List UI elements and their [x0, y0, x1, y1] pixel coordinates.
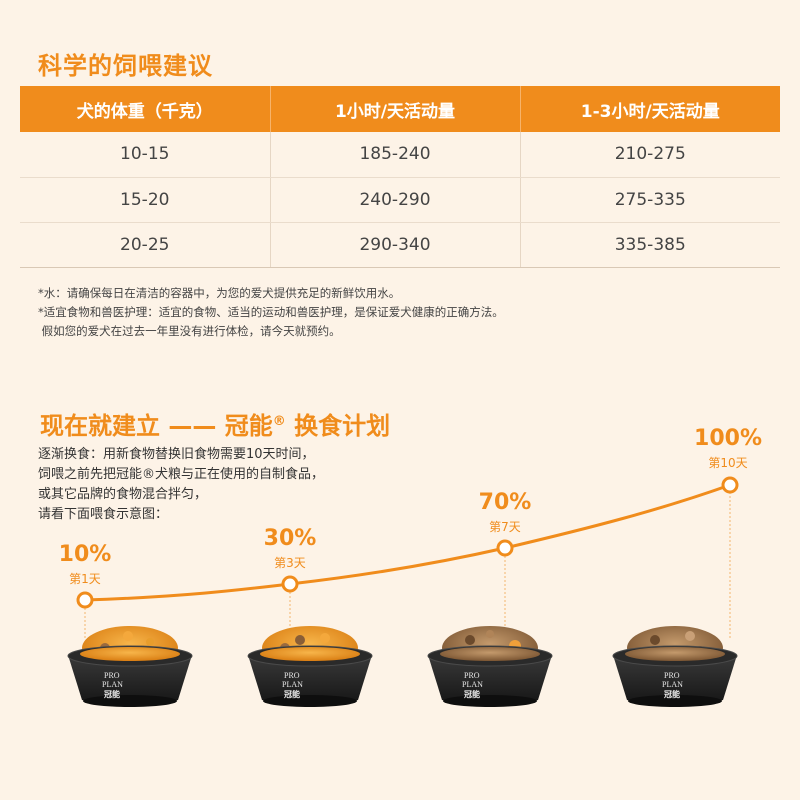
logo-plan: PLAN	[462, 680, 483, 689]
note-checkup: 假如您的爱犬在过去一年里没有进行体检，请今天就预约。	[38, 324, 341, 338]
bowl-body	[248, 655, 372, 706]
intro-line: 或其它品牌的食物混合拌匀，	[38, 487, 208, 502]
transition-intro: 逐渐换食：用新食物替换旧食物需要10天时间， 饲喂之前先把冠能®犬粮与正在使用的…	[38, 445, 324, 525]
step-day-1: 第1天	[69, 572, 101, 586]
feeding-advice-title: 科学的饲喂建议	[38, 52, 213, 80]
step-percent-3: 30%	[263, 526, 317, 551]
logo-plan: PLAN	[282, 680, 303, 689]
intro-line: 逐渐换食：用新食物替换旧食物需要10天时间，	[38, 447, 315, 462]
table-cell: 20-25	[20, 222, 270, 268]
bowl-logo: PRO PLAN 冠能	[662, 671, 683, 699]
logo-brand-cn: 冠能	[664, 689, 680, 699]
step-percent-1: 10%	[58, 542, 112, 567]
logo-plan: PLAN	[662, 680, 683, 689]
bowl-logos: PRO PLAN 冠能 PRO PLAN 冠能 PRO PLAN 冠能 PRO …	[102, 671, 683, 699]
logo-brand-cn: 冠能	[464, 689, 480, 699]
bowl-logo: PRO PLAN 冠能	[282, 671, 303, 699]
step-day-3: 第3天	[274, 556, 306, 570]
bowl-day-1	[67, 626, 193, 707]
step-day-7: 第7天	[489, 520, 521, 534]
table-cell: 185-240	[269, 132, 520, 178]
title-end: 换食计划	[285, 412, 391, 440]
table-header-row: 犬的体重（千克） 1小时/天活动量 1-3小时/天活动量	[20, 86, 780, 132]
feeding-notes: *水：请确保每日在清洁的容器中，为您的爱犬提供充足的新鲜饮用水。 *适宜食物和兽…	[38, 284, 504, 341]
logo-pro: PRO	[464, 671, 480, 680]
bowl-day-3	[247, 626, 373, 707]
marker-day-3	[281, 575, 299, 593]
bowl-day-10	[612, 626, 738, 707]
table-cell: 210-275	[519, 132, 780, 178]
bowl-day-7	[427, 626, 553, 707]
marker-day-1	[76, 591, 94, 609]
logo-brand-cn: 冠能	[284, 689, 300, 699]
marker-day-10	[721, 476, 739, 494]
logo-pro: PRO	[284, 671, 300, 680]
table-cell: 240-290	[269, 177, 520, 223]
logo-plan: PLAN	[102, 680, 123, 689]
table-row: 20-25 290-340 335-385	[20, 222, 780, 268]
logo-pro: PRO	[664, 671, 680, 680]
feeding-table: 犬的体重（千克） 1小时/天活动量 1-3小时/天活动量 10-15 185-2…	[20, 86, 780, 268]
step-percent-10: 100%	[694, 426, 762, 451]
table-cell: 290-340	[269, 222, 520, 268]
title-main: 现在就建立 —— 冠能	[40, 412, 273, 440]
bowl-logo: PRO PLAN 冠能	[102, 671, 123, 699]
bowl-body	[428, 655, 552, 706]
transition-curve	[84, 483, 731, 602]
header-weight: 犬的体重（千克）	[20, 86, 270, 132]
logo-pro: PRO	[104, 671, 120, 680]
transition-plan-title: 现在就建立 —— 冠能® 换食计划	[40, 406, 390, 441]
intro-line: 请看下面喂食示意图：	[38, 507, 169, 522]
marker-day-7	[496, 539, 514, 557]
note-water: *水：请确保每日在清洁的容器中，为您的爱犬提供充足的新鲜饮用水。	[38, 286, 401, 300]
header-1h-activity: 1小时/天活动量	[269, 86, 520, 132]
registered-mark: ®	[272, 414, 286, 429]
step-percent-7: 70%	[478, 490, 532, 515]
table-cell: 10-15	[20, 132, 270, 178]
table-row: 10-15 185-240 210-275	[20, 132, 780, 178]
logo-brand-cn: 冠能	[104, 689, 120, 699]
table-row: 15-20 240-290 275-335	[20, 177, 780, 223]
intro-line: 饲喂之前先把冠能®犬粮与正在使用的自制食品，	[38, 467, 325, 482]
table-cell: 15-20	[20, 177, 270, 223]
header-1-3h-activity: 1-3小时/天活动量	[519, 86, 780, 132]
step-day-10: 第10天	[708, 456, 748, 470]
bowl-body	[68, 655, 192, 706]
note-care: *适宜食物和兽医护理：适宜的食物、适当的运动和兽医护理，是保证爱犬健康的正确方法…	[38, 305, 504, 319]
table-cell: 335-385	[519, 222, 780, 268]
bowl-body	[613, 655, 737, 706]
table-cell: 275-335	[519, 177, 780, 223]
bowl-logo: PRO PLAN 冠能	[462, 671, 483, 699]
